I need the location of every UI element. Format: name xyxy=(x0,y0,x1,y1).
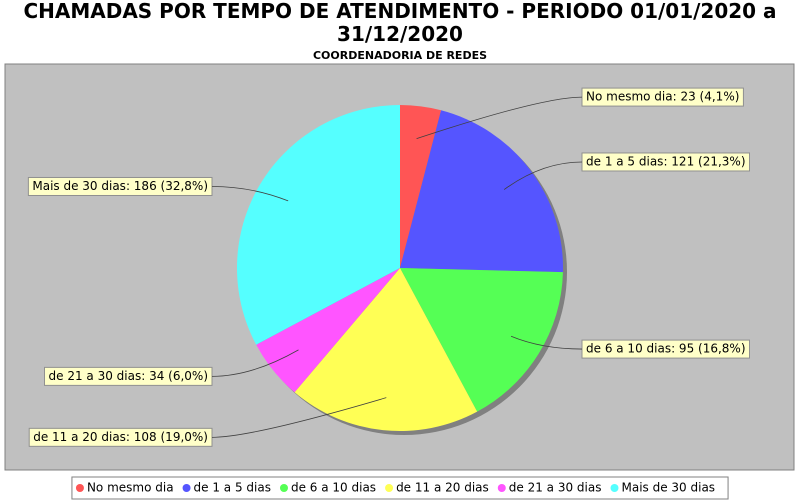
data-label: No mesmo dia: 23 (4,1%) xyxy=(586,90,739,104)
pie-slice xyxy=(400,268,563,412)
label-connector xyxy=(510,335,583,350)
legend-marker xyxy=(610,484,619,492)
pie-slice xyxy=(256,268,400,393)
data-label: de 21 a 30 dias: 34 (6,0%) xyxy=(49,369,209,383)
data-label: Mais de 30 dias: 186 (32,8%) xyxy=(32,179,208,193)
legend-label: No mesmo dia xyxy=(87,481,174,495)
chart-title: CHAMADAS POR TEMPO DE ATENDIMENTO - PERI… xyxy=(23,0,777,46)
label-connector xyxy=(211,349,299,377)
legend-marker xyxy=(182,484,191,492)
legend-label: de 11 a 20 dias xyxy=(396,481,489,495)
pie-slice xyxy=(294,268,478,431)
label-connector xyxy=(211,186,289,202)
legend-marker xyxy=(497,484,506,492)
data-label: de 6 a 10 dias: 95 (16,8%) xyxy=(586,342,746,356)
pie-slice xyxy=(236,105,400,345)
chart-subtitle: COORDENADORIA DE REDES xyxy=(312,49,488,62)
legend-marker xyxy=(75,484,84,492)
pie-slice xyxy=(400,110,564,273)
label-connector xyxy=(416,96,583,140)
legend-label: de 1 a 5 dias xyxy=(194,481,271,495)
legend-label: de 6 a 10 dias xyxy=(291,481,376,495)
legend-marker xyxy=(385,484,394,492)
label-connector xyxy=(503,161,583,190)
legend-marker xyxy=(279,484,288,492)
legend-frame xyxy=(71,476,729,500)
pie-slice xyxy=(400,105,442,268)
data-label: de 11 a 20 dias: 108 (19,0%) xyxy=(33,430,208,444)
legend-label: de 21 a 30 dias xyxy=(509,481,602,495)
legend-label: Mais de 30 dias xyxy=(622,481,716,495)
data-label: de 1 a 5 dias: 121 (21,3%) xyxy=(586,154,746,168)
label-connector xyxy=(211,397,387,438)
